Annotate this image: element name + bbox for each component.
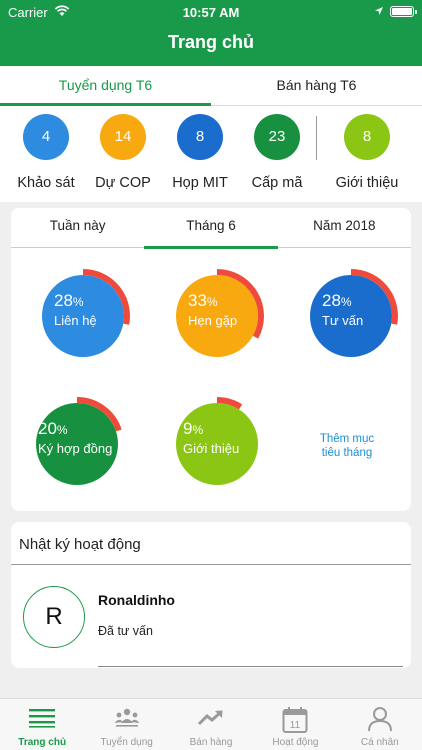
ring-percent-unit: %: [72, 295, 84, 309]
activity-user-name: Ronaldinho: [98, 592, 175, 608]
period-tabs: Tuần này Tháng 6 Năm 2018: [11, 208, 411, 249]
ring-name: Liên hệ: [54, 313, 97, 328]
activity-action: Đã tư vấn: [98, 624, 153, 638]
stats-divider: [316, 116, 317, 160]
stat-referral[interactable]: 8 Giới thiệu: [325, 114, 409, 191]
ring-progress-arc: [350, 269, 398, 325]
trend-up-icon: [169, 706, 253, 732]
tab-this-month[interactable]: Tháng 6: [144, 208, 278, 249]
stat-label: Khảo sát: [17, 175, 75, 191]
ring-percent-unit: %: [340, 295, 352, 309]
stat-count: 14: [100, 114, 146, 160]
stat-label: Cấp mã: [251, 175, 303, 191]
goal-ring-consult[interactable]: 28% Tư vấn: [305, 266, 401, 362]
ring-disc: [176, 403, 258, 485]
stat-survey[interactable]: 4 Khảo sát: [4, 114, 88, 191]
nav-label: Trang chủ: [18, 737, 67, 748]
location-icon: [374, 4, 384, 19]
carrier-label: Carrier: [8, 5, 48, 20]
user-icon: [338, 706, 422, 732]
ring-percent: 28: [322, 291, 341, 310]
ring-name: Giới thiệu: [183, 441, 240, 456]
nav-profile[interactable]: Cá nhân: [338, 699, 422, 750]
tab-sales[interactable]: Bán hàng T6: [276, 77, 357, 93]
clock: 10:57 AM: [182, 5, 240, 20]
ring-percent: 20: [38, 419, 57, 438]
stat-cop[interactable]: 14 Dự COP: [81, 114, 165, 191]
nav-label: Bán hàng: [189, 737, 233, 748]
stat-label: Họp MIT: [172, 175, 228, 191]
ring-percent: 28: [54, 291, 73, 310]
ring-percent-unit: %: [56, 423, 68, 437]
goal-ring-referral[interactable]: 9% Giới thiệu: [171, 394, 267, 490]
calendar-icon: 11: [253, 706, 337, 733]
stat-count: 4: [23, 114, 69, 160]
ring-percent: 9: [183, 419, 193, 438]
goal-ring-contract[interactable]: 20% Ký hợp đồng: [31, 394, 127, 490]
stat-code[interactable]: 23 Cấp mã: [235, 114, 319, 191]
add-goal-line2: tiêu tháng: [321, 447, 373, 459]
nav-label: Hoạt động: [272, 737, 319, 748]
bottom-nav: Trang chủ Tuyển dụng: [0, 698, 422, 750]
ring-name: Hẹn gặp: [188, 313, 238, 328]
activity-card: Nhật ký hoạt động R Ronaldinho Đã tư vấn: [11, 522, 411, 668]
nav-label: Tuyển dụng: [100, 737, 153, 748]
wifi-icon: [54, 5, 70, 20]
nav-sales[interactable]: Bán hàng: [169, 699, 253, 750]
ring-percent-unit: %: [206, 295, 218, 309]
ring-disc: [310, 275, 392, 357]
ring-name: Ký hợp đồng: [38, 441, 113, 456]
ring-progress-arc: [216, 397, 243, 410]
menu-lines-icon: [0, 706, 84, 732]
tab-this-week[interactable]: Tuần này: [49, 218, 106, 233]
goals-card: Tuần này Tháng 6 Năm 2018 28% Liên hệ 33…: [11, 208, 411, 511]
team-icon: [84, 706, 168, 732]
battery-icon: [390, 6, 417, 17]
tab-this-year[interactable]: Năm 2018: [313, 218, 376, 233]
activity-title: Nhật ký hoạt động: [19, 536, 141, 553]
stat-count: 8: [177, 114, 223, 160]
stats-row: 4 Khảo sát 14 Dự COP 8 Họp MIT 23 Cấp mã…: [0, 106, 422, 202]
divider: [98, 666, 403, 667]
add-goal-line1: Thêm mục: [319, 433, 375, 445]
stat-count: 8: [344, 114, 390, 160]
nav-activity[interactable]: 11 Hoạt động: [253, 699, 337, 750]
stat-label: Dự COP: [95, 175, 151, 191]
ring-name: Tư vấn: [322, 313, 364, 328]
ring-graphic: [176, 397, 258, 485]
ring-progress-arc: [216, 269, 264, 339]
nav-label: Cá nhân: [360, 737, 399, 748]
nav-home[interactable]: Trang chủ: [0, 699, 84, 750]
app-header: Carrier 10:57 AM Trang chủ: [0, 0, 422, 66]
stat-mit[interactable]: 8 Họp MIT: [158, 114, 242, 191]
ring-progress-arc: [76, 397, 122, 432]
ring-percent: 33: [188, 291, 207, 310]
ring-disc: [176, 275, 258, 357]
divider: [11, 564, 411, 565]
stat-count: 23: [254, 114, 300, 160]
calendar-day: 11: [290, 720, 301, 731]
ring-disc: [36, 403, 118, 485]
goal-ring-appointment[interactable]: 33% Hẹn gặp: [171, 266, 267, 362]
ring-disc: [42, 275, 124, 357]
status-bar: Carrier 10:57 AM: [0, 2, 422, 22]
nav-recruitment[interactable]: Tuyển dụng: [84, 699, 168, 750]
avatar: R: [23, 586, 85, 648]
add-goal-link[interactable]: Thêm mục tiêu tháng: [307, 432, 387, 460]
tab-recruitment[interactable]: Tuyển dụng T6: [0, 66, 211, 106]
stat-label: Giới thiệu: [335, 175, 399, 191]
main-tabs: Tuyển dụng T6 Bán hàng T6: [0, 66, 422, 106]
ring-percent-unit: %: [192, 423, 204, 437]
ring-graphic: [176, 269, 264, 357]
goal-ring-contact[interactable]: 28% Liên hệ: [37, 266, 133, 362]
page-title: Trang chủ: [167, 32, 254, 52]
ring-graphic: [36, 397, 122, 485]
ring-graphic: [310, 269, 398, 357]
ring-progress-arc: [82, 269, 130, 325]
ring-graphic: [42, 269, 130, 357]
